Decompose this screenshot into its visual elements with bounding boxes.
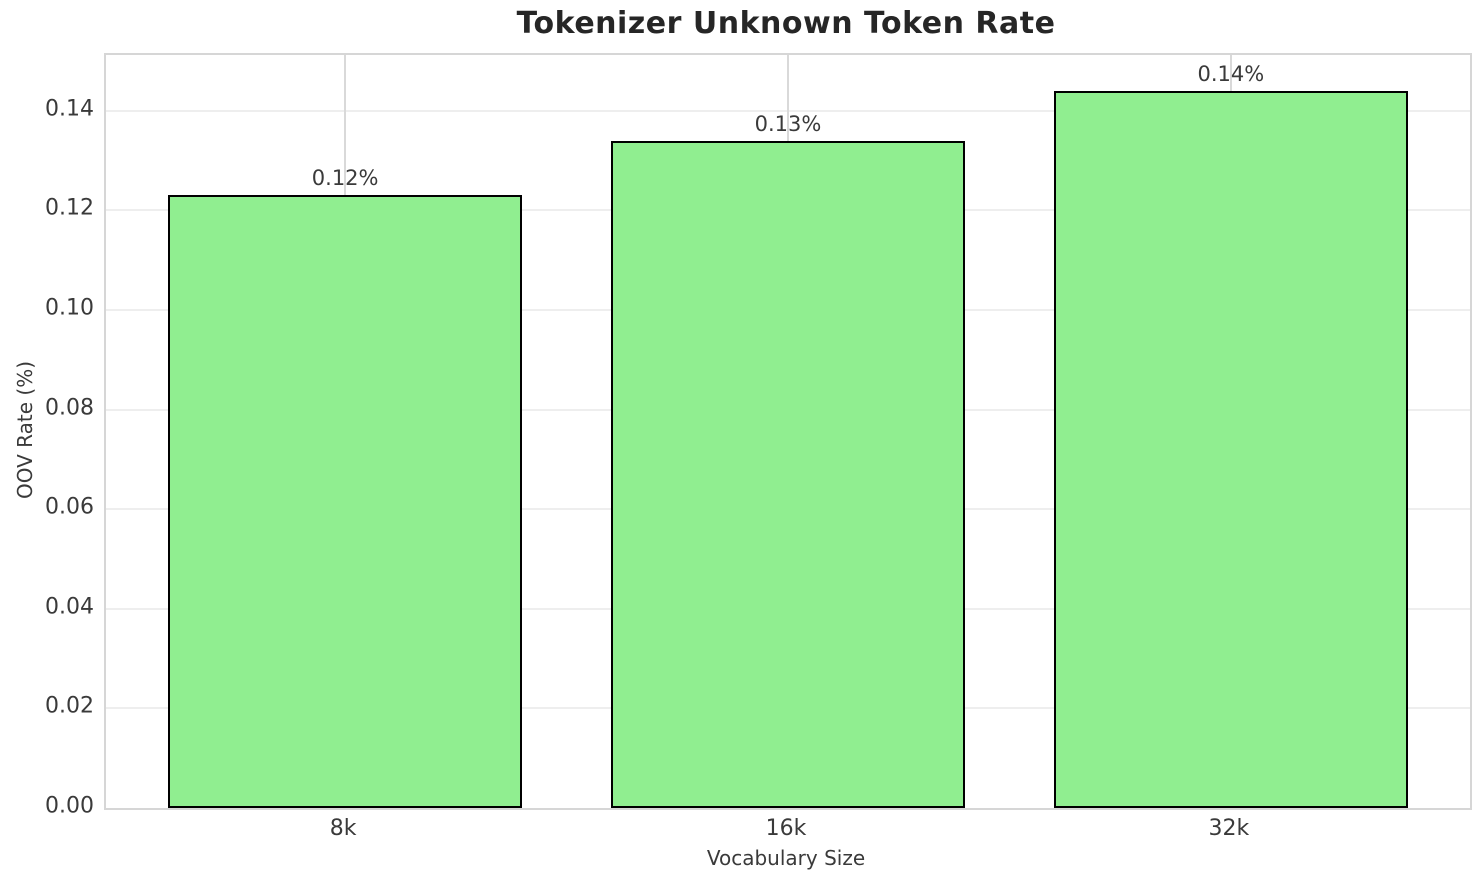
bar-value-label: 0.13% — [754, 111, 822, 136]
bar-32k — [1053, 90, 1408, 808]
x-tick-label: 32k — [1208, 816, 1250, 841]
bar-value-label: 0.12% — [311, 166, 379, 191]
y-tick-label: 0.10 — [45, 295, 94, 321]
y-tick-label: 0.02 — [45, 693, 94, 719]
x-axis-label: Vocabulary Size — [706, 846, 866, 870]
y-axis-ticks: 0.00 0.02 0.04 0.06 0.08 0.10 0.12 0.14 — [0, 53, 94, 818]
x-tick-label: 16k — [765, 816, 807, 841]
y-axis-label: OOV Rate (%) — [13, 361, 37, 499]
y-tick-label: 0.00 — [45, 793, 94, 819]
y-tick-label: 0.14 — [45, 96, 94, 122]
y-tick-label: 0.04 — [45, 594, 94, 620]
bar-value-label: 0.14% — [1197, 61, 1265, 86]
bar-8k — [168, 195, 523, 808]
chart-title: Tokenizer Unknown Token Rate — [516, 6, 1056, 41]
plot-canvas: 0.12% 0.13% 0.14% — [106, 55, 1470, 808]
plot-area: 0.12% 0.13% 0.14% — [104, 53, 1472, 810]
x-tick-label: 8k — [329, 816, 357, 841]
y-tick-label: 0.12 — [45, 195, 94, 221]
y-tick-label: 0.08 — [45, 395, 94, 421]
x-axis-ticks: 8k 16k 32k — [104, 816, 1468, 844]
y-tick-label: 0.06 — [45, 494, 94, 520]
bar-16k — [610, 140, 966, 808]
